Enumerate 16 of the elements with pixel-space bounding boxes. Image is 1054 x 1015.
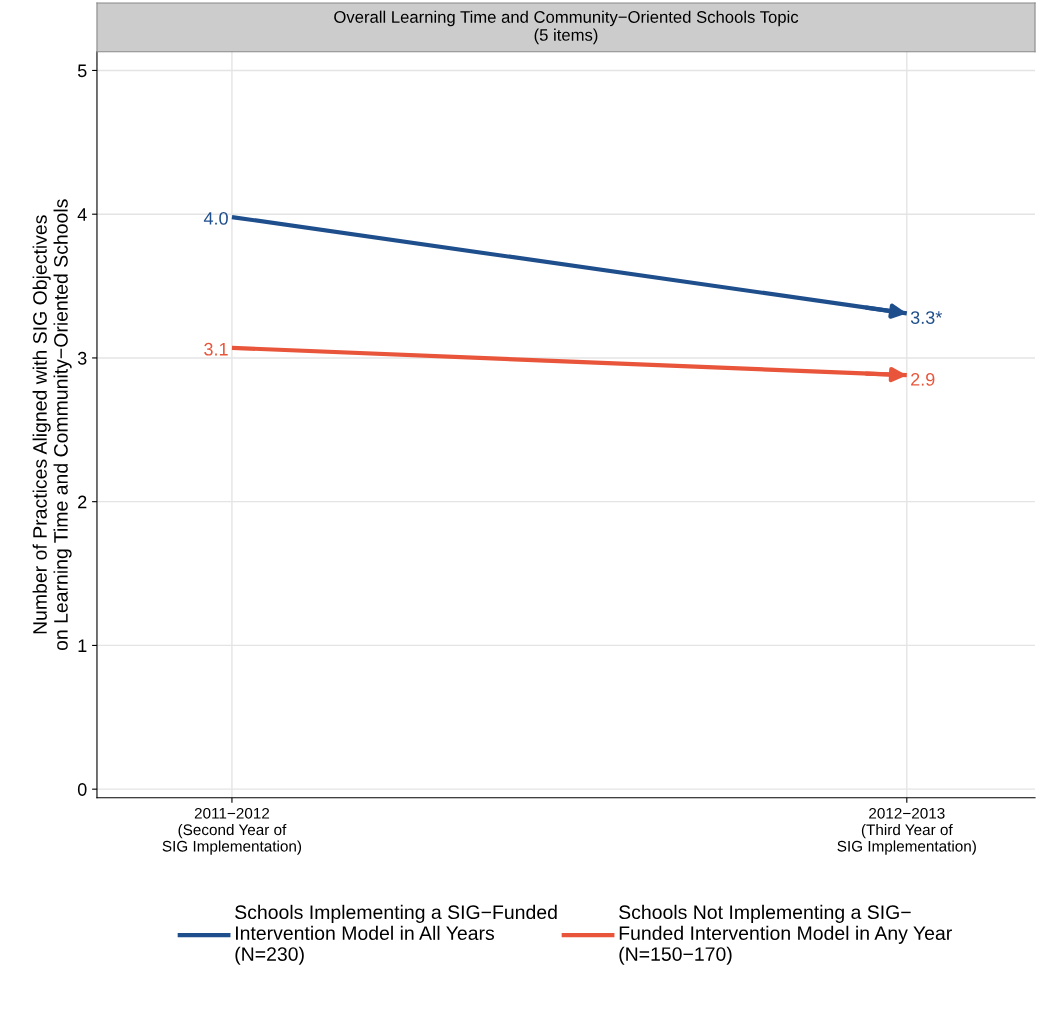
y-tick-label: 5	[77, 64, 87, 78]
legend-label: Schools Implementing a SIG−Funded Intervention Model in All Years (N=230)	[235, 904, 557, 965]
x-tick-label: 2012−2013 (Third Year of SIG Implementation)	[837, 807, 976, 855]
y-tick-label: 3	[77, 351, 87, 365]
data-label: 4.0	[203, 212, 228, 225]
data-label: 2.9	[911, 373, 935, 386]
data-label: 3.1	[204, 342, 228, 356]
y-tick-label: 4	[77, 208, 87, 221]
y-tick-label: 0	[77, 783, 87, 796]
x-tick-label: 2011−2012 (Second Year of SIG Implementation)	[162, 807, 302, 855]
data-label: 3.3*	[910, 311, 943, 324]
y-tick-label: 2	[78, 495, 87, 509]
legend-label: Schools Not Implementing a SIG− Funded Intervention Model in Any Year (N=150−170)	[619, 904, 952, 965]
y-axis-title: Number of Practices Aligned with SIG Objectives on Learning Time and Community−Oriented Schools	[32, 199, 72, 651]
y-tick-label: 1	[78, 639, 87, 652]
chart-title: Overall Learning Time and Community−Oriented Schools Topic (5 items)	[334, 10, 799, 45]
